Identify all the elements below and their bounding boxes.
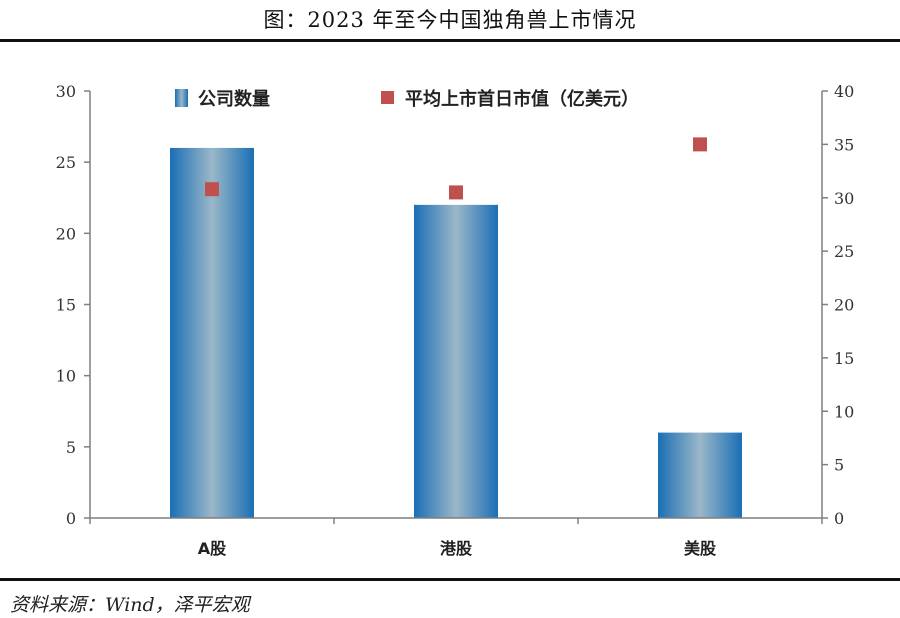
bar bbox=[414, 204, 498, 518]
left-tick-label: 0 bbox=[66, 509, 76, 528]
top-rule bbox=[0, 39, 900, 42]
bar bbox=[170, 147, 254, 518]
bar bbox=[658, 432, 742, 518]
left-tick-label: 30 bbox=[56, 82, 76, 101]
legend-label-bars: 公司数量 bbox=[198, 88, 270, 110]
left-tick-label: 5 bbox=[66, 438, 76, 457]
chart-area: 0 5 10 15 20 25 30 0 5 10 15 20 25 30 35 40 A股 港股 美股 公司数量 平… bbox=[56, 82, 855, 558]
legend-bar-swatch bbox=[175, 89, 188, 107]
source-note: 资料来源：Wind，泽平宏观 bbox=[10, 594, 250, 616]
category-label: 港股 bbox=[440, 539, 473, 558]
chart-title: 图：2023 年至今中国独角兽上市情况 bbox=[263, 8, 637, 32]
right-tick-label: 30 bbox=[834, 189, 854, 208]
right-tick-label: 0 bbox=[834, 509, 844, 528]
right-tick-label: 10 bbox=[834, 402, 854, 421]
left-tick-label: 25 bbox=[56, 153, 76, 172]
legend-label-markers: 平均上市首日市值（亿美元） bbox=[405, 88, 639, 110]
scatter-point bbox=[205, 182, 219, 197]
category-label: 美股 bbox=[684, 539, 717, 558]
scatter-point bbox=[449, 185, 463, 200]
left-tick-label: 20 bbox=[56, 224, 76, 243]
right-tick-label: 40 bbox=[834, 82, 854, 101]
right-tick-label: 5 bbox=[834, 456, 844, 475]
right-tick-label: 20 bbox=[834, 296, 854, 315]
right-tick-label: 25 bbox=[834, 242, 854, 261]
bottom-rule bbox=[0, 578, 900, 581]
category-label: A股 bbox=[198, 539, 227, 558]
right-tick-label: 35 bbox=[834, 135, 854, 154]
right-tick-label: 15 bbox=[834, 349, 854, 368]
legend-marker-swatch bbox=[381, 91, 394, 104]
left-tick-label: 10 bbox=[56, 367, 76, 386]
scatter-point bbox=[693, 137, 707, 152]
left-tick-label: 15 bbox=[56, 296, 76, 315]
